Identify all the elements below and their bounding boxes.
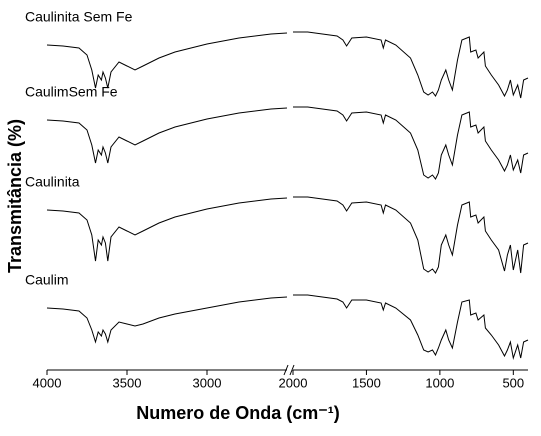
spectrum-line <box>293 294 529 360</box>
spectrum-line <box>293 106 529 180</box>
x-tick-label: 1000 <box>425 375 454 390</box>
series-label: Caulim <box>25 272 69 288</box>
x-tick-label: 3500 <box>113 375 142 390</box>
spectrum-line <box>46 197 288 262</box>
x-tick-label: 4000 <box>33 375 62 390</box>
series-label: CaulimSem Fe <box>25 84 118 100</box>
x-tick-label: 500 <box>502 375 524 390</box>
x-tick-label: 3000 <box>193 375 222 390</box>
spectrum-line <box>293 31 529 99</box>
x-tick-label: 1500 <box>352 375 381 390</box>
spectrum-line <box>46 296 288 344</box>
series-label: Caulinita <box>25 174 80 190</box>
y-axis-label: Transmitância (%) <box>5 119 25 273</box>
spectrum-line <box>293 196 529 274</box>
x-tick-label: 2000 <box>279 375 308 390</box>
spectrum-line <box>46 107 288 164</box>
spectrum-line <box>46 32 288 89</box>
x-axis-label: Numero de Onda (cm⁻¹) <box>136 403 340 423</box>
series-label: Caulinita Sem Fe <box>25 9 133 25</box>
